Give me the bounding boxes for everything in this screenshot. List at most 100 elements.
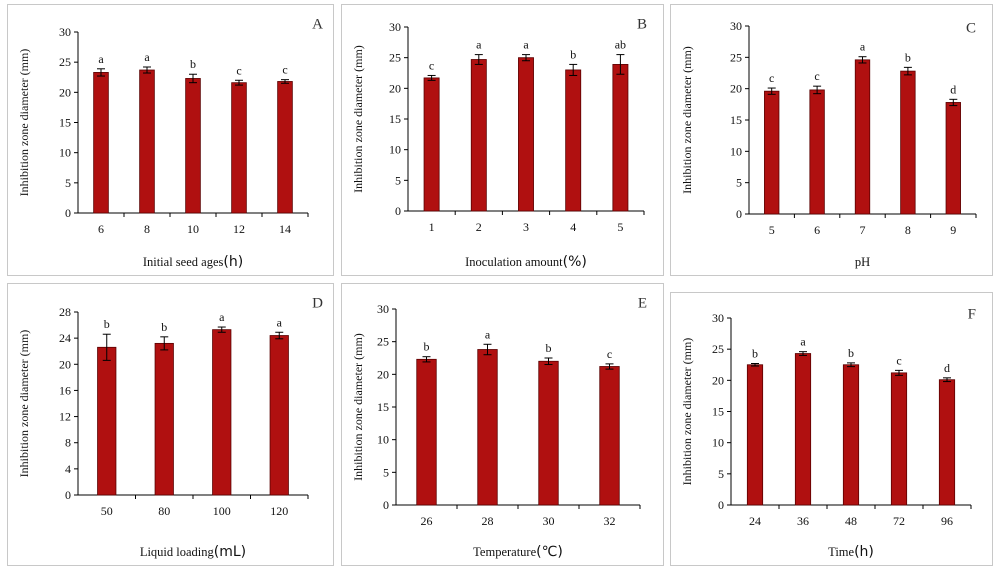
x-tick-label: 8 [905,223,911,237]
significance-label: b [104,317,110,331]
chart-panel-f: F 0 5 10 15 20 25 30 b 24 a 36 b 48 c 72 d 96 Time(h) Inhib… [670,292,993,566]
x-tick-label: 5 [769,223,775,237]
bar [565,69,582,212]
bar-chart-f: F 0 5 10 15 20 25 30 b 24 a 36 b 48 c 72 d 96 Time(h) Inhib… [680,307,976,560]
significance-label: b [546,341,552,355]
x-tick-label: 6 [98,222,104,236]
y-tick-label: 10 [389,143,401,157]
bar [231,82,247,214]
x-axis-unit: (℃) [536,544,563,560]
bar-chart-d: D 0 4 8 12 16 20 24 28 b 50 b 80 a 100 a 120 Liquid loadi… [17,296,323,560]
x-tick-label: 12 [233,222,245,236]
y-tick-label: 10 [59,146,71,160]
y-tick-label: 24 [59,331,71,345]
bar [139,69,155,214]
x-tick-label: 100 [213,504,231,518]
x-tick-label: 80 [158,504,170,518]
panel-label: F [968,307,976,323]
y-tick-label: 5 [383,465,389,479]
bar [599,366,620,506]
significance-label: b [424,340,430,354]
significance-label: a [98,52,104,66]
bar [794,353,812,506]
significance-label: c [236,63,241,77]
x-axis-label: Inoculation amount [465,255,563,269]
significance-label: c [429,58,434,72]
y-tick-label: 25 [59,55,71,69]
y-tick-label: 5 [395,173,401,187]
x-axis-title: Liquid loading(mL) [140,544,246,560]
significance-label: b [190,57,196,71]
chart-panel-c: C 0 5 10 15 20 25 30 c 5 c 6 a 7 b 8 d 9 pH Inhibition zone… [670,4,993,276]
x-axis-title: Temperature(℃) [473,544,563,560]
x-tick-label: 72 [893,514,905,528]
significance-label: a [277,315,283,329]
y-tick-label: 20 [377,367,389,381]
y-tick-label: 8 [65,436,71,450]
y-tick-label: 0 [65,206,71,220]
x-tick-label: 1 [429,220,435,234]
significance-label: b [752,347,758,361]
bar [97,346,117,496]
x-axis-title: Initial seed ages(h) [143,254,243,270]
y-tick-label: 30 [59,25,71,39]
significance-label: a [476,38,482,52]
significance-label: c [282,63,287,77]
panel-label: D [312,296,323,312]
x-tick-label: 24 [749,514,761,528]
bar [900,70,916,215]
y-axis-title: Inhibition zone diameter (mm) [351,45,365,193]
x-axis-unit: (mL) [214,544,246,560]
y-tick-label: 30 [712,311,724,325]
y-tick-label: 15 [389,112,401,126]
y-tick-label: 0 [736,207,742,221]
bar-chart-c: C 0 5 10 15 20 25 30 c 5 c 6 a 7 b 8 d 9 pH Inhibition zone… [680,19,977,269]
y-tick-label: 28 [59,305,71,319]
x-axis-title: Time(h) [828,544,874,560]
bar [854,59,871,215]
chart-panel-b: B 0 5 10 15 20 25 30 c 1 a 2 a 3 b 4 ab 5 Inoculation amou… [341,4,664,276]
significance-label: d [944,361,950,375]
x-tick-label: 32 [604,514,616,528]
bar [277,81,293,214]
x-tick-label: 8 [144,222,150,236]
significance-label: c [607,347,612,361]
x-tick-label: 5 [617,220,623,234]
x-axis-unit: (%) [563,254,587,270]
panel-label: C [966,21,976,37]
y-tick-label: 10 [377,433,389,447]
bar [945,102,961,215]
panel-label: E [638,296,647,312]
y-tick-label: 5 [736,176,742,190]
y-tick-label: 25 [389,51,401,65]
x-tick-label: 9 [950,223,956,237]
bar [269,335,289,496]
x-axis-unit: (h) [223,254,243,270]
y-tick-label: 0 [383,498,389,512]
significance-label: c [896,353,901,367]
y-tick-label: 25 [712,342,724,356]
y-tick-label: 5 [718,467,724,481]
bar [518,57,534,212]
chart-panel-a: A 0 5 10 15 20 25 30 a 6 a 8 b 10 c 12 c 14 Initial seed a… [7,4,334,276]
x-tick-label: 30 [543,514,555,528]
x-axis-unit: (h) [854,544,874,560]
significance-label: b [848,346,854,360]
bar [423,77,440,212]
panel-label: B [637,17,647,33]
x-axis-title: Inoculation amount(%) [465,254,587,270]
bar [154,342,174,496]
bar [185,78,201,214]
y-tick-label: 30 [389,20,401,34]
y-tick-label: 16 [59,383,71,397]
significance-label: a [219,310,225,324]
significance-label: a [800,335,806,349]
y-tick-label: 15 [730,113,742,127]
x-tick-label: 50 [101,504,113,518]
x-tick-label: 10 [187,222,199,236]
y-tick-label: 15 [59,116,71,130]
y-tick-label: 20 [730,82,742,96]
y-tick-label: 10 [712,436,724,450]
significance-label: ab [615,38,626,52]
significance-label: a [523,38,529,52]
